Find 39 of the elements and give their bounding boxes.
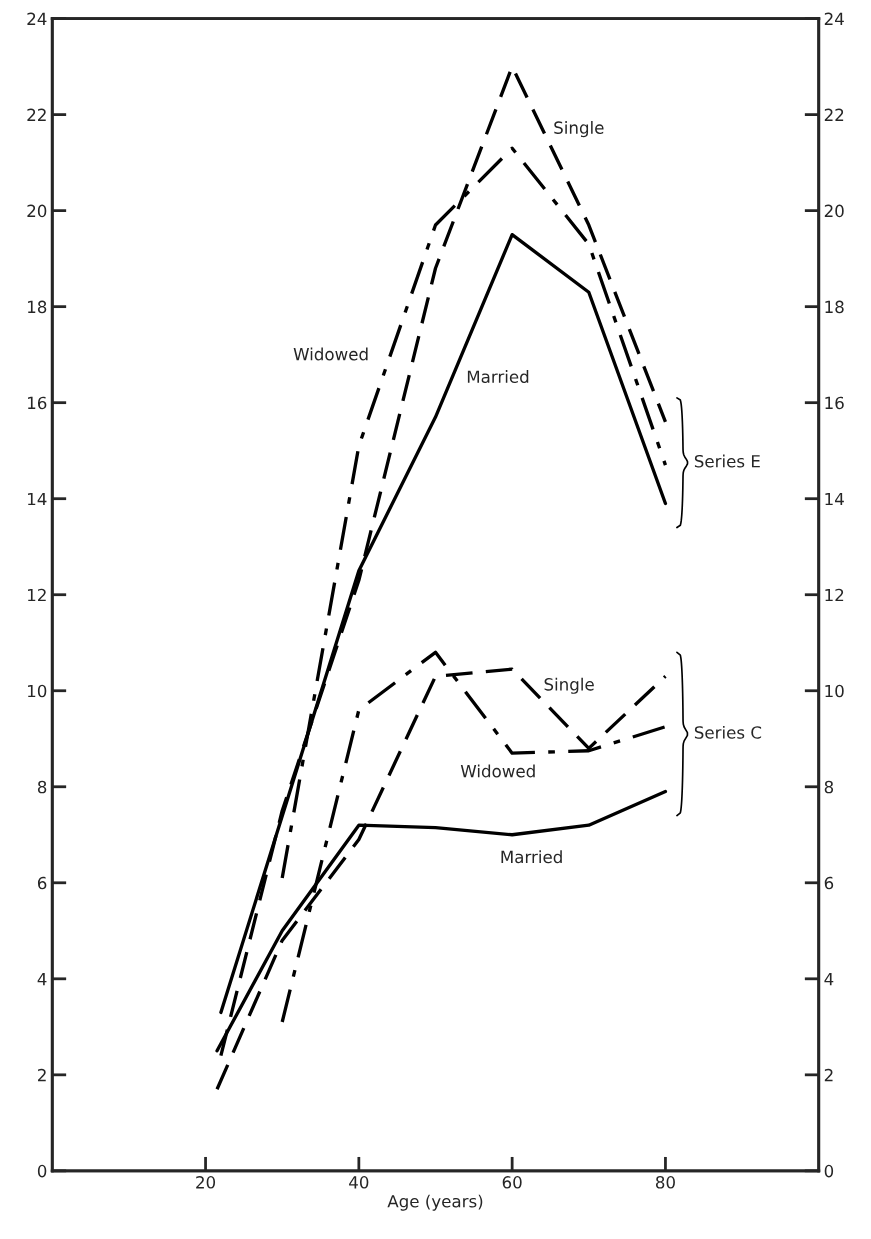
y2-tick-label: 24 [824, 12, 844, 25]
y-tick-label: 24 [27, 12, 47, 25]
x-tick-label: 80 [655, 1176, 675, 1189]
y2-tick-label: 18 [825, 300, 844, 314]
y2-tick-label: 20 [824, 204, 844, 218]
y2-tick-label: 0 [824, 1164, 834, 1178]
y-tick-label: 16 [28, 396, 47, 410]
y2-tick-label: 6 [824, 876, 834, 890]
series-label: Single [554, 121, 604, 138]
series-label: Widowed [460, 764, 535, 778]
y2-tick-label: 4 [824, 972, 834, 986]
y-tick-label: 20 [27, 204, 47, 218]
y-tick-label: 18 [28, 300, 47, 314]
y2-tick-label: 14 [825, 492, 844, 506]
y-tick-label: 8 [37, 780, 47, 794]
x-axis-title: Age (years) [387, 1194, 483, 1211]
y2-tick-label: 10 [825, 684, 844, 698]
x-tick-label: 60 [502, 1176, 522, 1189]
y-tick-label: 10 [28, 684, 47, 698]
y-tick-label: 2 [38, 1068, 46, 1082]
series-label: Widowed [293, 347, 368, 361]
y2-tick-label: 22 [824, 108, 844, 121]
y-tick-label: 22 [27, 108, 46, 121]
y-tick-label: 12 [28, 588, 46, 602]
x-tick-label: 20 [196, 1176, 216, 1189]
series-label: Single [544, 677, 594, 694]
y2-tick-label: 12 [825, 588, 844, 602]
annotation: Series E [694, 454, 760, 468]
y2-tick-label: 2 [824, 1068, 833, 1082]
series-label: Married [467, 370, 529, 384]
x-tick-label: 40 [349, 1176, 369, 1189]
y-tick-label: 4 [37, 972, 47, 986]
y2-tick-label: 16 [825, 396, 844, 410]
y-tick-label: 6 [37, 876, 47, 890]
y-tick-label: 0 [37, 1164, 47, 1178]
y-tick-label: 14 [28, 492, 47, 506]
y2-tick-label: 8 [824, 780, 834, 794]
annotation: Series C [694, 725, 762, 739]
series-label: Married [501, 850, 562, 864]
